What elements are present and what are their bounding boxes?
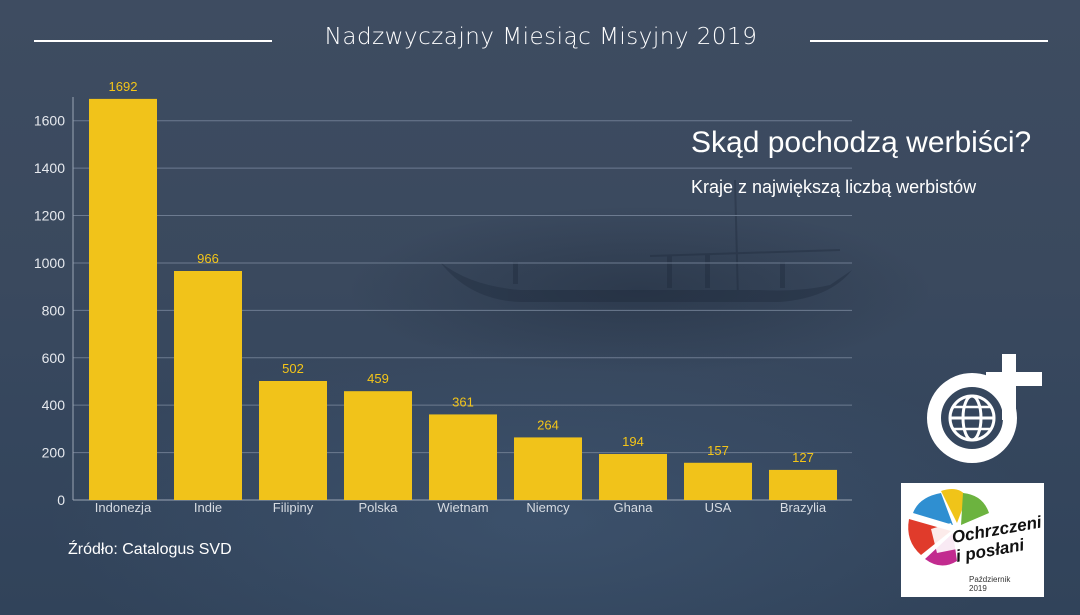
bar-value-labels: 1692 966 502 459 361 264 194 157 127 — [109, 79, 814, 465]
bar — [174, 271, 242, 500]
header-line-right — [810, 40, 1048, 42]
chart-subheading: Kraje z największą liczbą werbistów — [691, 177, 977, 197]
x-category-label: Niemcy — [526, 500, 570, 515]
bar-value-label: 157 — [707, 443, 729, 458]
boat-silhouette — [440, 179, 852, 302]
bar — [684, 462, 752, 500]
y-tick-labels: 0 200 400 600 800 1000 1200 1400 1600 — [34, 113, 65, 508]
x-category-label: USA — [705, 500, 732, 515]
campaign-logo: Ochrzczeni i posłani Październik 2019 — [901, 483, 1044, 597]
header-line-left — [34, 40, 272, 42]
y-tick-label: 1000 — [34, 255, 65, 271]
x-category-labels: Indonezja Indie Filipiny Polska Wietnam Niemc… — [95, 500, 827, 515]
y-tick-label: 200 — [42, 445, 66, 461]
bar-value-label: 966 — [197, 251, 219, 266]
bar-value-label: 361 — [452, 394, 474, 409]
y-tick-label: 400 — [42, 397, 66, 413]
bar — [429, 414, 497, 500]
bar-value-label: 264 — [537, 417, 559, 432]
bar-value-label: 127 — [792, 450, 814, 465]
campaign-line4: 2019 — [969, 584, 987, 593]
bar-value-label: 459 — [367, 371, 389, 386]
source-note: Źródło: Catalogus SVD — [68, 541, 232, 558]
x-category-label: Ghana — [613, 500, 653, 515]
x-category-label: Indonezja — [95, 500, 152, 515]
y-tick-label: 800 — [42, 302, 66, 318]
y-tick-label: 0 — [57, 492, 65, 508]
bar-value-label: 502 — [282, 361, 304, 376]
x-category-label: Indie — [194, 500, 222, 515]
multicolor-cross-logo: Ochrzczeni i posłani Październik 2019 — [908, 489, 1044, 593]
bar-value-label: 1692 — [109, 79, 138, 94]
x-category-label: Wietnam — [437, 500, 488, 515]
bar — [514, 437, 582, 500]
chart-heading: Skąd pochodzą werbiści? — [691, 126, 1032, 159]
x-category-label: Brazylia — [780, 500, 827, 515]
y-tick-label: 600 — [42, 350, 66, 366]
bar — [89, 98, 157, 500]
page-title: Nadzwyczajny Miesiąc Misyjny 2019 — [324, 24, 758, 50]
bar — [344, 391, 412, 500]
chart-bars — [89, 98, 837, 500]
bar — [769, 469, 837, 500]
bar-value-label: 194 — [622, 434, 644, 449]
svd-globe-cross-logo — [927, 354, 1042, 463]
bar — [259, 380, 327, 500]
y-tick-label: 1200 — [34, 208, 65, 224]
x-category-label: Polska — [358, 500, 398, 515]
bar — [599, 454, 667, 500]
x-category-label: Filipiny — [273, 500, 314, 515]
y-tick-label: 1400 — [34, 160, 65, 176]
campaign-line3: Październik — [969, 575, 1011, 584]
y-tick-label: 1600 — [34, 113, 65, 129]
